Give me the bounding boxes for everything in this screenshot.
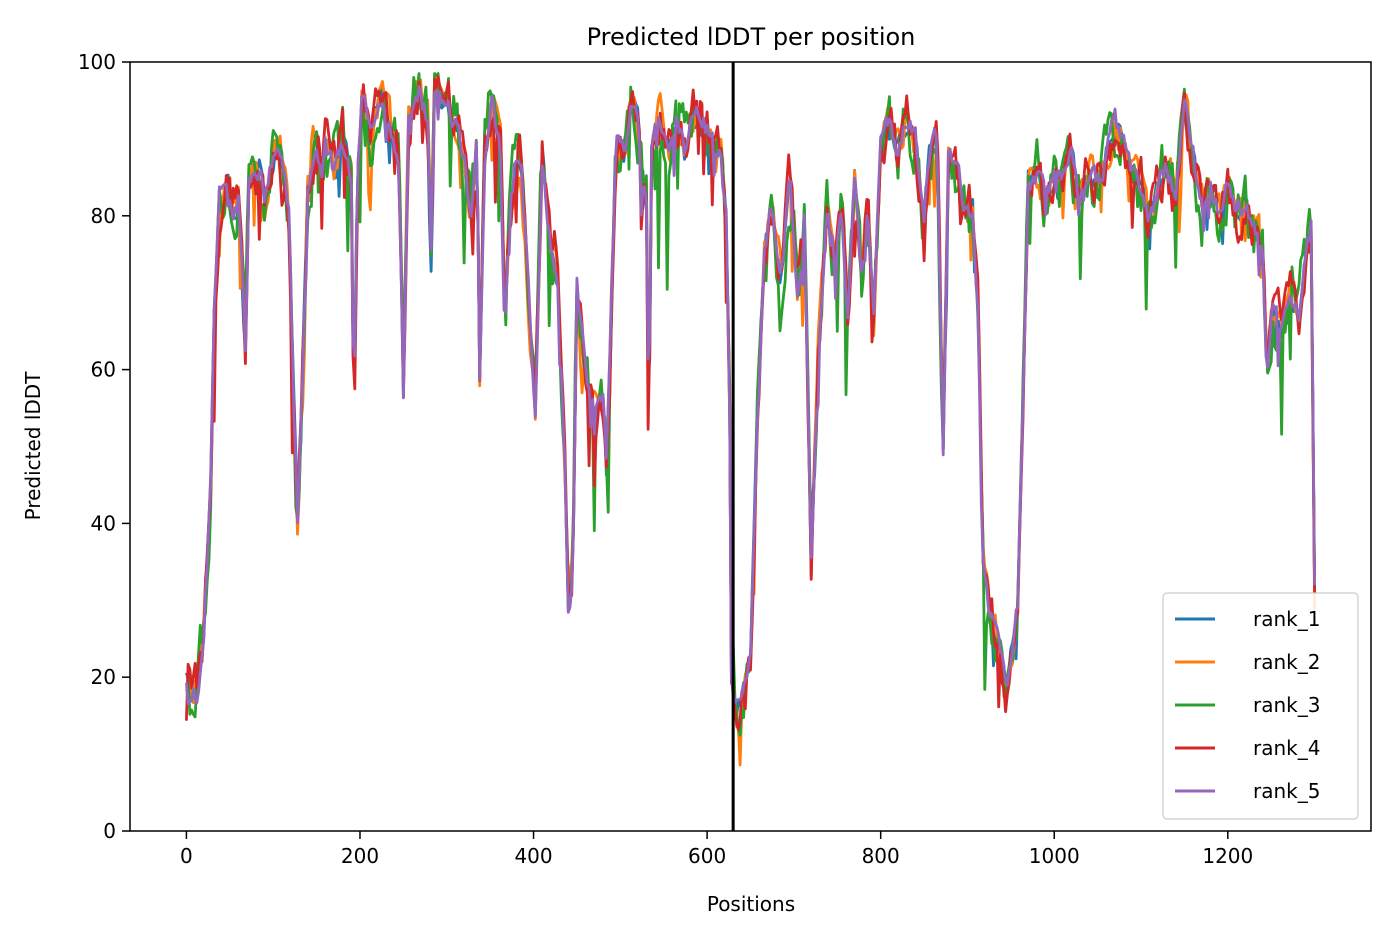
legend-label-rank_4: rank_4 <box>1253 736 1320 760</box>
series-line-rank_4 <box>185 74 1316 732</box>
y-tick-label: 0 <box>103 819 116 843</box>
x-axis-label: Positions <box>707 892 795 916</box>
y-tick-label: 40 <box>91 511 116 535</box>
series-line-rank_5 <box>185 85 1316 706</box>
x-axis-ticks: 0 200 400 600 800 1000 1200 <box>180 831 1253 868</box>
legend-label-rank_5: rank_5 <box>1253 779 1320 803</box>
chart-title: Predicted lDDT per position <box>587 23 916 51</box>
x-tick-label: 400 <box>514 844 552 868</box>
legend-box <box>1162 592 1359 820</box>
y-tick-label: 100 <box>78 50 116 74</box>
x-tick-label: 1000 <box>1029 844 1080 868</box>
series-lines <box>185 72 1316 767</box>
plot-frame <box>129 61 1372 832</box>
y-tick-label: 20 <box>91 665 116 689</box>
x-tick-label: 600 <box>688 844 726 868</box>
legend-label-rank_1: rank_1 <box>1253 607 1320 631</box>
x-tick-label: 800 <box>862 844 900 868</box>
y-tick-label: 80 <box>91 204 116 228</box>
y-axis-label: Predicted lDDT <box>21 371 45 521</box>
x-tick-label: 0 <box>180 844 193 868</box>
y-tick-label: 60 <box>91 358 116 382</box>
y-axis-ticks: 0 20 40 60 80 100 <box>78 50 130 843</box>
legend-label-rank_2: rank_2 <box>1253 650 1320 674</box>
legend: rank_1 rank_2 rank_3 rank_4 rank_5 <box>1162 592 1359 820</box>
x-tick-label: 1200 <box>1202 844 1253 868</box>
legend-label-rank_3: rank_3 <box>1253 693 1320 717</box>
x-tick-label: 200 <box>341 844 379 868</box>
